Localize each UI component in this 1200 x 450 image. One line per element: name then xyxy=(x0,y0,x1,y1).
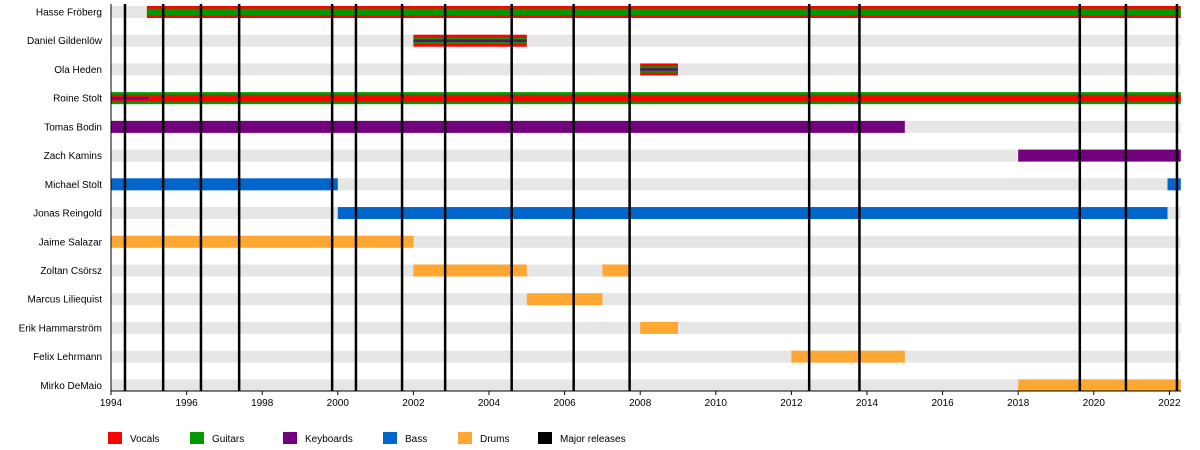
row-background xyxy=(111,350,1181,363)
role-bar-drums xyxy=(1018,379,1181,392)
role-bar-guitars xyxy=(146,8,1181,16)
member-period-bar xyxy=(526,293,603,306)
legend-label: Major releases xyxy=(560,434,626,445)
member-name: Zoltan Csörsz xyxy=(40,266,102,277)
row-background xyxy=(111,34,1181,47)
legend-label: Vocals xyxy=(130,434,159,445)
legend-swatch-drums xyxy=(458,432,472,444)
role-bar-drums xyxy=(526,293,603,306)
row-background xyxy=(111,293,1181,306)
member-period-bar xyxy=(602,264,631,277)
legend-label: Guitars xyxy=(212,434,244,445)
member-name: Mirko DeMaio xyxy=(40,381,102,392)
row-background xyxy=(111,379,1181,392)
legend-swatch-vocals xyxy=(108,432,122,444)
x-tick-label: 2010 xyxy=(705,398,728,409)
role-bar-drums xyxy=(111,235,414,248)
role-bar-bass xyxy=(1167,178,1181,191)
role-bar-drums xyxy=(791,350,905,363)
role-bar-keyboards xyxy=(111,96,149,100)
member-period-bar xyxy=(1018,149,1181,162)
member-name: Jaime Salazar xyxy=(39,237,103,248)
member-period-bar xyxy=(148,92,1181,105)
role-bar-keyboards xyxy=(413,39,527,42)
x-tick-label: 1996 xyxy=(175,398,198,409)
row-background xyxy=(111,149,1181,162)
member-name: Erik Hammarström xyxy=(19,323,102,334)
member-period-bar xyxy=(111,120,905,133)
member-name: Marcus Liliequist xyxy=(28,295,103,306)
member-period-bar xyxy=(111,178,338,191)
role-bar-drums xyxy=(602,264,631,277)
x-tick-label: 2020 xyxy=(1083,398,1106,409)
x-tick-label: 2002 xyxy=(402,398,425,409)
member-name: Zach Kamins xyxy=(44,151,102,162)
member-period-bar xyxy=(413,264,527,277)
member-period-bar xyxy=(640,321,678,334)
row-background xyxy=(111,178,1181,191)
legend-label: Drums xyxy=(480,434,509,445)
role-bar-keyboards xyxy=(640,68,678,71)
role-bar-drums xyxy=(640,321,678,334)
member-period-bar xyxy=(146,6,1181,18)
x-tick-label: 2000 xyxy=(327,398,350,409)
member-name: Jonas Reingold xyxy=(33,209,102,220)
legend-swatch-guitars xyxy=(190,432,204,444)
x-tick-label: 1994 xyxy=(100,398,123,409)
legend-swatch-major-releases xyxy=(538,432,552,444)
member-name: Hasse Fröberg xyxy=(36,8,102,19)
role-bar-bass xyxy=(111,178,338,191)
member-name: Michael Stolt xyxy=(45,180,102,191)
member-period-bar xyxy=(337,207,1168,220)
row-background xyxy=(111,264,1181,277)
member-period-bar xyxy=(1018,379,1181,392)
role-bar-drums xyxy=(413,264,527,277)
x-tick-label: 1998 xyxy=(251,398,274,409)
member-name: Tomas Bodin xyxy=(44,122,102,133)
x-tick-label: 2016 xyxy=(931,398,954,409)
member-period-bar xyxy=(1167,178,1181,191)
role-bar-vocals xyxy=(148,94,1181,102)
role-bar-keyboards xyxy=(111,120,905,133)
x-tick-label: 2018 xyxy=(1007,398,1030,409)
member-period-bar xyxy=(413,34,527,47)
member-name: Daniel Gildenlöw xyxy=(27,36,103,47)
legend-label: Bass xyxy=(405,434,427,445)
member-name: Ola Heden xyxy=(54,65,102,76)
legend-swatch-bass xyxy=(383,432,397,444)
role-bar-bass xyxy=(337,207,1168,220)
member-period-bar xyxy=(640,63,678,76)
member-period-bar xyxy=(791,350,905,363)
x-tick-label: 2014 xyxy=(856,398,879,409)
role-bar-keyboards xyxy=(1018,149,1181,162)
member-name: Roine Stolt xyxy=(53,94,102,105)
legend-label: Keyboards xyxy=(305,434,353,445)
x-tick-label: 2022 xyxy=(1158,398,1181,409)
x-tick-label: 2004 xyxy=(478,398,501,409)
legend-swatch-keyboards xyxy=(283,432,297,444)
member-name: Felix Lehrmann xyxy=(33,352,102,363)
member-period-bar xyxy=(111,92,149,105)
x-tick-label: 2012 xyxy=(780,398,803,409)
member-period-bar xyxy=(111,235,414,248)
x-tick-label: 2006 xyxy=(553,398,576,409)
x-tick-label: 2008 xyxy=(629,398,652,409)
